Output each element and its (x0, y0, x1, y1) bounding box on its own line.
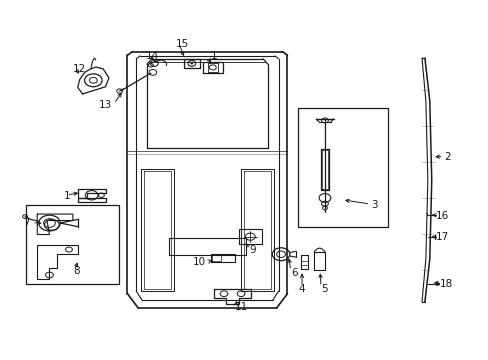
Text: 3: 3 (370, 200, 377, 210)
Text: 5: 5 (321, 284, 327, 294)
Text: 11: 11 (234, 302, 247, 312)
Text: 4: 4 (298, 284, 305, 294)
Circle shape (434, 282, 439, 286)
Text: 2: 2 (444, 152, 450, 162)
Text: 14: 14 (146, 51, 159, 61)
Text: 13: 13 (99, 100, 112, 110)
Text: 1: 1 (64, 191, 71, 201)
Text: 15: 15 (176, 39, 189, 49)
Text: 6: 6 (290, 268, 297, 278)
Text: 9: 9 (249, 245, 256, 255)
Circle shape (190, 62, 193, 64)
Text: 18: 18 (439, 279, 452, 289)
Text: 12: 12 (73, 64, 86, 74)
Bar (26, 205, 119, 284)
Text: 1: 1 (210, 51, 217, 61)
Text: 17: 17 (435, 232, 448, 242)
Text: 7: 7 (23, 218, 30, 228)
Text: 8: 8 (73, 266, 80, 276)
Text: 10: 10 (192, 257, 205, 267)
Text: 16: 16 (435, 211, 448, 221)
Bar (298, 108, 387, 226)
